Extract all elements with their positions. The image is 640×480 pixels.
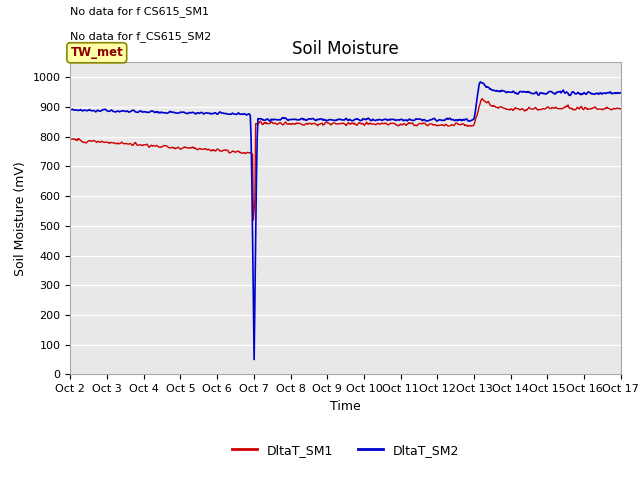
Text: No data for f_CS615_SM2: No data for f_CS615_SM2 bbox=[70, 31, 212, 42]
DltaT_SM1 bbox=[189, 144, 196, 150]
DltaT_SM2 bbox=[67, 107, 74, 113]
Legend: DltaT_SM1, DltaT_SM2: DltaT_SM1, DltaT_SM2 bbox=[227, 439, 465, 462]
DltaT_SM1 bbox=[133, 142, 141, 148]
Y-axis label: Soil Moisture (mV): Soil Moisture (mV) bbox=[14, 161, 27, 276]
DltaT_SM1 bbox=[67, 137, 74, 143]
DltaT_SM1 bbox=[429, 122, 437, 128]
Text: TW_met: TW_met bbox=[70, 46, 123, 59]
DltaT_SM2 bbox=[218, 110, 226, 116]
Text: No data for f CS615_SM1: No data for f CS615_SM1 bbox=[70, 6, 209, 17]
DltaT_SM2 bbox=[477, 79, 484, 85]
DltaT_SM2 bbox=[413, 116, 421, 122]
Line: DltaT_SM2: DltaT_SM2 bbox=[70, 82, 621, 360]
DltaT_SM1 bbox=[218, 148, 226, 154]
X-axis label: Time: Time bbox=[330, 400, 361, 413]
DltaT_SM1 bbox=[77, 138, 84, 144]
DltaT_SM2 bbox=[250, 357, 258, 362]
Title: Soil Moisture: Soil Moisture bbox=[292, 40, 399, 58]
DltaT_SM2 bbox=[77, 107, 84, 112]
DltaT_SM1 bbox=[413, 123, 421, 129]
DltaT_SM2 bbox=[133, 109, 141, 115]
DltaT_SM2 bbox=[189, 109, 196, 115]
DltaT_SM1 bbox=[250, 217, 257, 223]
DltaT_SM1 bbox=[479, 96, 486, 101]
DltaT_SM2 bbox=[429, 116, 437, 121]
Line: DltaT_SM1: DltaT_SM1 bbox=[70, 98, 621, 220]
DltaT_SM2 bbox=[617, 90, 625, 96]
DltaT_SM1 bbox=[617, 106, 625, 112]
